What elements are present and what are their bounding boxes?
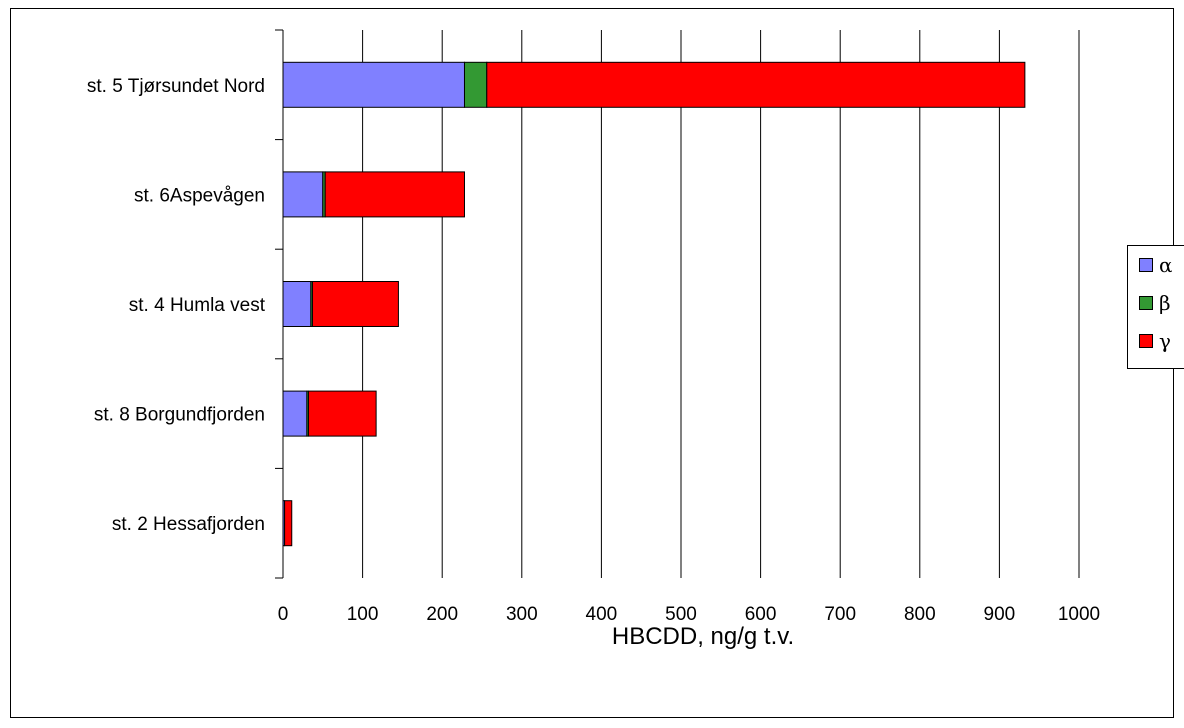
chart-frame xyxy=(10,8,1174,718)
x-tick-label: 300 xyxy=(506,604,538,625)
legend-swatch xyxy=(1139,296,1153,310)
legend-label: β xyxy=(1159,291,1171,315)
y-category-label: st. 4 Humla vest xyxy=(129,295,266,316)
x-tick-label: 600 xyxy=(745,604,777,625)
x-tick-label: 200 xyxy=(426,604,458,625)
bar-segment xyxy=(307,390,377,437)
bar-segment xyxy=(486,61,1026,108)
y-category-label: st. 2 Hessafjorden xyxy=(112,514,265,535)
legend-item: γ xyxy=(1139,331,1171,351)
x-axis-title: HBCDD, ng/g t.v. xyxy=(612,623,794,650)
bar-segment xyxy=(324,171,465,218)
legend-label: α xyxy=(1159,253,1173,277)
x-tick-label: 0 xyxy=(278,604,289,625)
x-tick-label: 700 xyxy=(824,604,856,625)
bar-segment xyxy=(282,281,312,327)
legend-swatch xyxy=(1139,258,1153,272)
x-tick-label: 800 xyxy=(904,604,936,625)
labels: 0 100 200 300 400 500 600 700 800 900 1000 st. 5 Tj… xyxy=(87,76,1100,625)
legend-item: α xyxy=(1139,255,1173,275)
grid-lines xyxy=(362,30,1080,578)
x-tick-label: 100 xyxy=(347,604,379,625)
bar-segment xyxy=(284,500,293,547)
bars xyxy=(282,61,1026,547)
y-category-label: st. 5 Tjørsundet Nord xyxy=(87,76,265,97)
axes xyxy=(275,29,284,579)
bar-segment xyxy=(311,281,399,327)
legend-label: γ xyxy=(1159,329,1171,353)
x-tick-label: 400 xyxy=(586,604,618,625)
bar-segment xyxy=(282,171,324,218)
legend-item: β xyxy=(1139,293,1171,313)
y-category-label: st. 6Aspevågen xyxy=(134,185,265,206)
bar-segment xyxy=(463,61,488,108)
x-tick-label: 1000 xyxy=(1058,604,1100,625)
x-tick-label: 900 xyxy=(984,604,1016,625)
bar-segment xyxy=(282,390,308,437)
x-tick-label: 500 xyxy=(665,604,697,625)
bar-segment xyxy=(282,61,465,108)
legend-swatch xyxy=(1139,334,1153,348)
y-category-label: st. 8 Borgundfjorden xyxy=(94,405,265,426)
